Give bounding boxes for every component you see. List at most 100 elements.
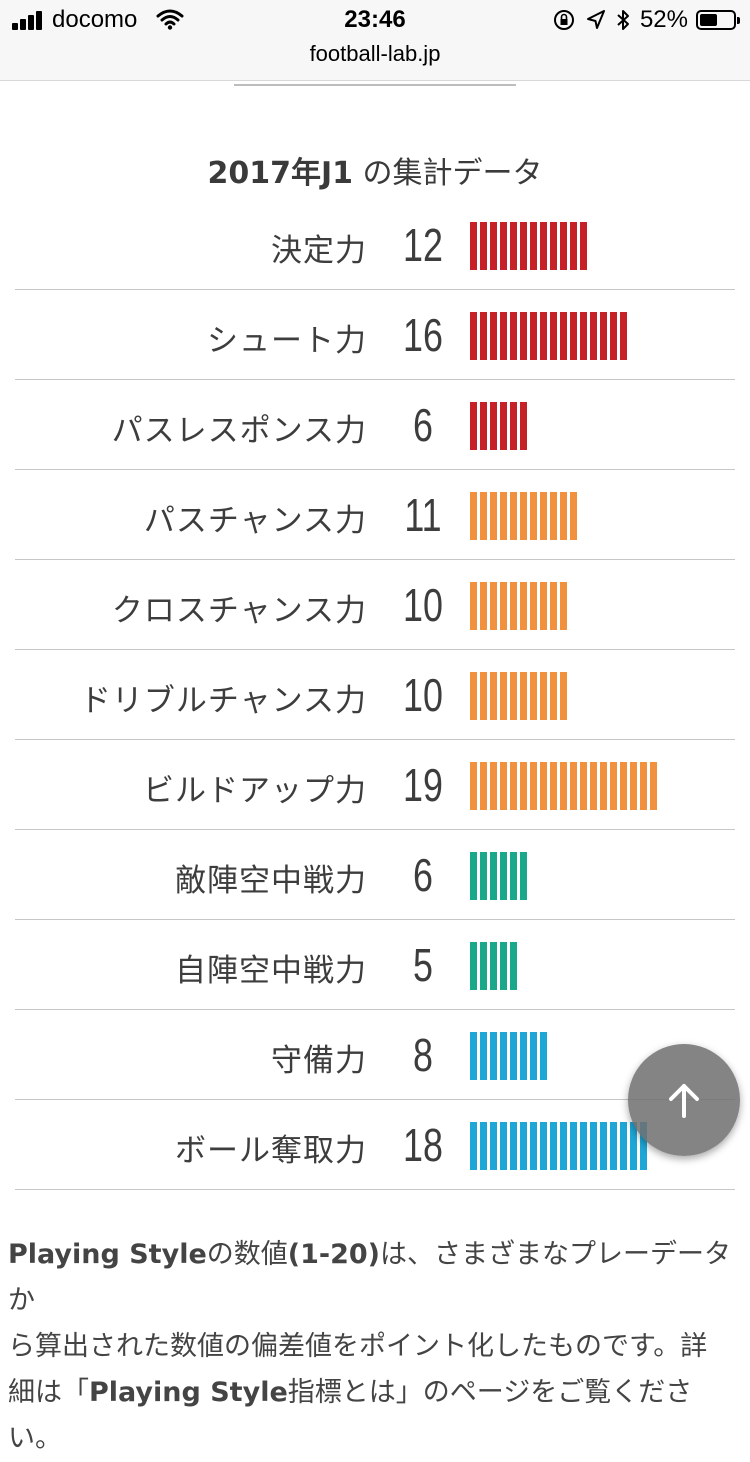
stat-bar-segment [610, 312, 617, 360]
stat-bar-segment [580, 312, 587, 360]
stat-bar-segment [480, 852, 487, 900]
stat-bar-segment [540, 312, 547, 360]
stat-bar-segment [520, 312, 527, 360]
stat-bar-segment [520, 222, 527, 270]
stat-bar-segment [500, 402, 507, 450]
carrier-name: docomo [52, 6, 138, 33]
playing-style-link[interactable]: Playing Style [89, 1377, 288, 1408]
stat-label: ビルドアップ力 [143, 773, 367, 809]
address-bar[interactable]: football-lab.jp [0, 40, 750, 81]
stat-bar [470, 312, 630, 360]
stat-bar-segment [490, 852, 497, 900]
stat-bar-segment [530, 492, 537, 540]
stat-bar-segment [480, 1122, 487, 1170]
stat-bar-segment [520, 402, 527, 450]
stat-bar-segment [500, 492, 507, 540]
stat-label: 決定力 [271, 233, 367, 269]
stat-bar-segment [650, 762, 657, 810]
stat-bar-segment [530, 672, 537, 720]
stat-bar-segment [500, 762, 507, 810]
stat-bar-segment [530, 222, 537, 270]
stat-bar-segment [530, 312, 537, 360]
stat-bar-segment [620, 1122, 627, 1170]
description-text: ら算出された数値の偏差値をポイント化したものです。詳 [8, 1331, 708, 1362]
stat-bar-segment [500, 1032, 507, 1080]
stat-bar-segment [490, 672, 497, 720]
stat-bar-segment [520, 492, 527, 540]
stat-value: 6 [413, 399, 433, 451]
stat-bar-segment [560, 582, 567, 630]
status-bar: docomo 23:46 52% [0, 0, 750, 40]
stat-bar-segment [560, 1122, 567, 1170]
stat-bar [470, 222, 590, 270]
stat-bar-segment [530, 582, 537, 630]
stat-bar-segment [470, 582, 477, 630]
stat-bar-segment [580, 762, 587, 810]
stat-bar-segment [620, 312, 627, 360]
stat-row: シュート力 16 [15, 290, 735, 380]
stat-bar-segment [520, 1032, 527, 1080]
stat-bar-segment [490, 1122, 497, 1170]
stat-value: 11 [404, 489, 442, 541]
stat-bar-segment [510, 1032, 517, 1080]
section-title-suffix: の集計データ [353, 156, 543, 191]
stat-bar-segment [500, 942, 507, 990]
stat-bar-segment [590, 762, 597, 810]
stat-label: シュート力 [207, 323, 367, 359]
stat-bar-segment [470, 312, 477, 360]
stat-bar-segment [610, 1122, 617, 1170]
stat-bar-segment [540, 762, 547, 810]
url-text[interactable]: football-lab.jp [309, 41, 441, 66]
stat-bar-segment [600, 312, 607, 360]
stat-bar-segment [550, 222, 557, 270]
stat-bar-segment [510, 312, 517, 360]
stat-bar-segment [560, 762, 567, 810]
stat-value: 5 [413, 939, 433, 991]
stat-bar-segment [500, 312, 507, 360]
arrow-up-icon [669, 1084, 699, 1118]
stat-bar-segment [490, 1032, 497, 1080]
description-text: の数値 [206, 1239, 288, 1270]
stat-bar-segment [630, 1122, 637, 1170]
stat-bar-segment [490, 942, 497, 990]
stat-bar-segment [560, 312, 567, 360]
stat-bar-segment [510, 852, 517, 900]
stat-bar [470, 402, 530, 450]
section-year: 2017年J1 [207, 156, 353, 191]
stat-bar-segment [520, 852, 527, 900]
stat-bar-segment [550, 672, 557, 720]
wifi-icon [156, 9, 184, 30]
stat-bar-segment [520, 762, 527, 810]
stat-bar [470, 762, 660, 810]
rotation-lock-icon [553, 10, 574, 30]
stat-bar-segment [490, 402, 497, 450]
divider [234, 84, 516, 86]
section-title: 2017年J1 の集計データ [0, 148, 750, 192]
stat-bar-segment [510, 402, 517, 450]
scroll-to-top-button[interactable] [628, 1044, 740, 1156]
stat-row: 決定力 12 [15, 200, 735, 290]
stat-value: 16 [403, 309, 443, 361]
stat-bar-segment [490, 762, 497, 810]
description: Playing Styleの数値(1-20)は、さまざまなプレーデータか ら算出… [8, 1232, 738, 1462]
stat-value: 12 [403, 219, 443, 271]
stat-bar-segment [480, 942, 487, 990]
stat-label: 敵陣空中戦力 [175, 863, 367, 899]
stat-bar-segment [510, 582, 517, 630]
stat-bar-segment [640, 1122, 647, 1170]
stat-bar-segment [510, 222, 517, 270]
stat-bar-segment [530, 1122, 537, 1170]
stat-bar-segment [550, 312, 557, 360]
stat-bar-segment [500, 222, 507, 270]
stat-bar-segment [510, 1122, 517, 1170]
stat-bar-segment [590, 312, 597, 360]
stat-bar-segment [480, 672, 487, 720]
stat-row: パスチャンス力 11 [15, 470, 735, 560]
stat-bar-segment [510, 492, 517, 540]
stat-bar-segment [490, 492, 497, 540]
stat-bar-segment [510, 762, 517, 810]
stat-bar-segment [600, 1122, 607, 1170]
stat-bar-segment [470, 402, 477, 450]
stat-bar-segment [560, 672, 567, 720]
stat-bar-segment [540, 222, 547, 270]
